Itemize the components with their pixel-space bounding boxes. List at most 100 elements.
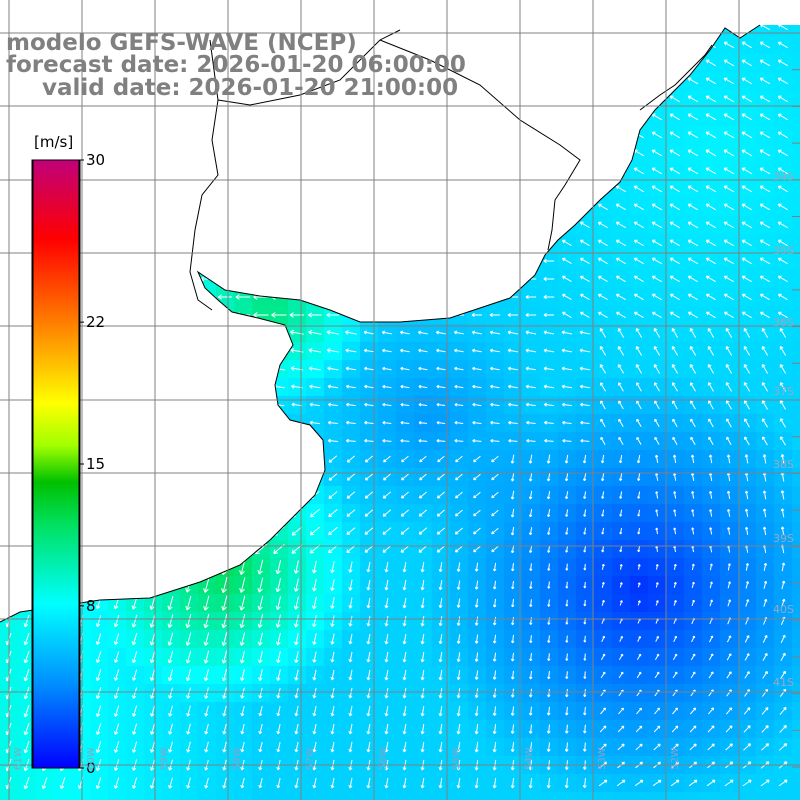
wind-arrow (633, 293, 644, 301)
field-cell (792, 198, 800, 217)
field-cell (36, 792, 55, 800)
wind-arrow (147, 25, 159, 30)
wind-arrow (511, 581, 515, 590)
wind-arrow (669, 131, 681, 139)
field-cell (180, 126, 199, 145)
wind-arrow (705, 25, 716, 31)
wind-arrow (510, 724, 515, 734)
field-cell (792, 360, 800, 379)
field-cell (234, 792, 253, 800)
wind-arrow (129, 114, 141, 120)
field-cell (288, 180, 307, 199)
wind-arrow (759, 149, 771, 157)
wind-arrow (417, 186, 429, 192)
field-cell (234, 378, 253, 397)
wind-arrow (436, 527, 446, 535)
wind-arrow (219, 25, 231, 30)
wind-arrow (597, 25, 608, 31)
longitude-label: 59W (159, 747, 170, 770)
field-cell (486, 288, 505, 307)
wind-arrow (186, 723, 191, 735)
wind-arrow (777, 275, 788, 283)
wind-arrow (597, 293, 608, 301)
wind-arrow (709, 509, 713, 517)
wind-arrow (599, 364, 607, 374)
field-cell (252, 396, 271, 415)
wind-arrow (435, 204, 447, 210)
wind-arrow (651, 131, 663, 139)
wind-arrow (74, 150, 87, 156)
wind-arrow (600, 454, 605, 464)
latitude-label: 36S (773, 316, 794, 329)
wind-arrow (183, 222, 195, 228)
border-line-north (217, 29, 401, 106)
wind-arrow (129, 204, 141, 210)
wind-arrow (418, 402, 428, 407)
wind-arrow (200, 240, 213, 246)
field-cell (180, 144, 199, 163)
wind-arrow (601, 563, 605, 570)
wind-arrow (525, 186, 537, 192)
wind-arrow (565, 653, 569, 661)
wind-arrow (618, 671, 624, 679)
wind-arrow (633, 95, 645, 103)
wind-arrow (597, 257, 608, 265)
wind-arrow (399, 258, 411, 264)
wind-arrow (150, 705, 156, 717)
wind-arrow (254, 384, 267, 389)
wind-arrow (708, 671, 714, 679)
field-cell (126, 180, 145, 199)
wind-arrow (273, 186, 285, 192)
wind-arrow (183, 490, 195, 500)
wind-arrow (92, 25, 105, 30)
field-cell (90, 216, 109, 235)
wind-arrow (330, 669, 335, 681)
wind-arrow (474, 688, 479, 699)
wind-arrow (131, 632, 138, 646)
longitude-label: 60W (86, 747, 97, 770)
field-cell (144, 576, 163, 595)
field-cell (432, 126, 451, 145)
wind-arrow (363, 312, 375, 318)
field-cell (414, 108, 433, 127)
wind-arrow (165, 402, 177, 407)
field-cell (234, 108, 253, 127)
wind-arrow (781, 562, 786, 572)
wind-arrow (543, 384, 555, 389)
wind-arrow (293, 614, 299, 628)
wind-arrow (420, 651, 425, 663)
wind-arrow (294, 723, 299, 735)
field-cell (486, 180, 505, 199)
wind-arrow (543, 42, 555, 48)
field-cell (396, 234, 415, 253)
wind-arrow (312, 669, 317, 681)
wind-arrow (528, 490, 533, 500)
wind-arrow (687, 167, 699, 175)
wind-arrow (184, 7, 195, 10)
wind-arrow (147, 312, 159, 318)
wind-arrow (725, 327, 733, 338)
field-cell (522, 792, 541, 800)
wind-arrow (328, 544, 338, 554)
wind-arrow (525, 312, 537, 318)
wind-arrow (490, 384, 500, 389)
wind-arrow (129, 7, 140, 11)
wind-arrow (384, 561, 389, 573)
wind-arrow (508, 420, 518, 425)
field-cell (144, 360, 163, 379)
wind-arrow (759, 203, 771, 211)
wind-arrow (147, 294, 159, 300)
wind-arrow (763, 562, 768, 571)
field-cell (576, 180, 595, 199)
wind-arrow (203, 595, 210, 611)
wind-arrow (38, 25, 52, 30)
wind-arrow (327, 366, 339, 371)
latitude-label: 38S (773, 458, 794, 471)
field-cell (702, 25, 721, 37)
field-cell (144, 270, 163, 289)
field-cell (450, 288, 469, 307)
field-cell (180, 180, 199, 199)
field-cell (738, 792, 757, 800)
wind-arrow (507, 25, 519, 30)
wind-arrow (471, 294, 483, 300)
